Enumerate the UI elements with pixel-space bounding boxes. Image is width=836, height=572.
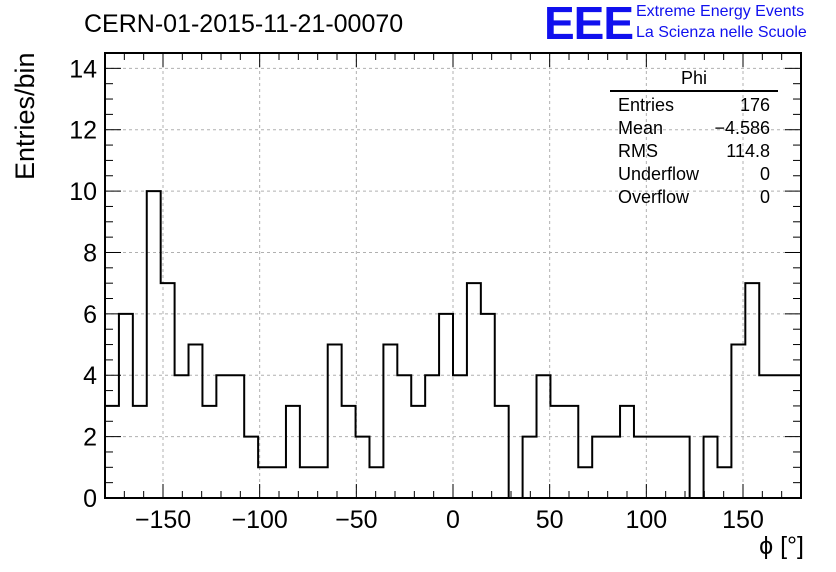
histogram-bin (550, 406, 564, 498)
stats-label: Entries (618, 95, 675, 115)
stats-label: Mean (618, 118, 664, 138)
histogram-bin (189, 345, 203, 498)
y-tick-label: 2 (83, 424, 97, 452)
plot-frame (104, 52, 802, 499)
histogram-bin (523, 437, 537, 498)
histogram-bin (564, 406, 578, 498)
histogram-bin (704, 437, 718, 498)
stats-row-mean: Mean −4.586 (610, 117, 778, 140)
x-tick-label: 150 (722, 506, 764, 534)
histogram-bin (606, 437, 620, 498)
x-axis-label: ϕ [°] (759, 532, 804, 560)
histogram-bin (467, 283, 481, 498)
histogram-bin (161, 283, 175, 498)
histogram-bin (676, 437, 690, 498)
histogram-bin (272, 467, 286, 498)
histogram-bin (300, 467, 314, 498)
stats-row-overflow: Overflow 0 (610, 186, 778, 209)
histogram-bin (119, 314, 133, 498)
histogram-bin (105, 406, 119, 498)
y-axis-label: Entries/bin (10, 52, 40, 180)
y-tick-label: 14 (69, 55, 97, 83)
y-tick-label: 0 (83, 485, 97, 513)
histogram-bin (731, 345, 745, 498)
x-tick-label: −50 (335, 506, 377, 534)
histogram-bin (481, 314, 495, 498)
stats-value: 114.8 (726, 141, 770, 161)
stats-label: Underflow (618, 164, 700, 184)
histogram-bin (537, 375, 551, 498)
run-title: CERN-01-2015-11-21-00070 (84, 10, 404, 38)
stats-value: 0 (759, 187, 770, 207)
histogram-bin (147, 191, 161, 498)
histogram-bin (453, 375, 467, 498)
stats-row-underflow: Underflow 0 (610, 163, 778, 186)
y-tick-label: 12 (69, 117, 97, 145)
histogram-bin (202, 406, 216, 498)
stats-box-title: Phi (610, 68, 778, 92)
histogram-bin (286, 406, 300, 498)
stats-value: −4.586 (714, 118, 770, 138)
y-tick-label: 8 (83, 239, 97, 267)
histogram-bin (369, 467, 383, 498)
histogram-bin (745, 283, 759, 498)
histogram-bin (592, 437, 606, 498)
stats-label: Overflow (618, 187, 690, 207)
stats-value: 0 (759, 164, 770, 184)
eee-logo-line2: La Scienza nelle Scuole (636, 24, 807, 41)
histogram-bin (216, 375, 230, 498)
histogram-bin (133, 406, 147, 498)
stats-label: RMS (618, 141, 658, 161)
histogram-bin (342, 406, 356, 498)
histogram-bin (648, 437, 662, 498)
x-tick-label: −150 (135, 506, 191, 534)
y-tick-label: 10 (69, 178, 97, 206)
stats-row-entries: Entries 176 (610, 94, 778, 117)
histogram-bin (244, 437, 258, 498)
histogram-bin (175, 375, 189, 498)
histogram-bin (383, 345, 397, 498)
eee-logo-line1: Extreme Energy Events (636, 3, 805, 20)
x-tick-label: 0 (446, 506, 460, 534)
stats-value: 176 (739, 95, 770, 115)
x-tick-label: −100 (232, 506, 288, 534)
histogram-bin (759, 375, 773, 498)
histogram-bin (620, 406, 634, 498)
histogram-bin (314, 467, 328, 498)
histogram-bin (356, 437, 370, 498)
histogram-bin (717, 467, 731, 498)
histogram-bin (787, 375, 801, 498)
x-tick-label: 50 (536, 506, 564, 534)
stats-box: Phi Entries 176 Mean −4.586 RMS 114.8 Un… (610, 68, 778, 209)
stats-row-rms: RMS 114.8 (610, 140, 778, 163)
histogram-bin (662, 437, 676, 498)
histogram-bin (578, 467, 592, 498)
y-tick-label: 4 (83, 362, 97, 390)
histogram-bin (397, 375, 411, 498)
histogram-bin (773, 375, 787, 498)
histogram-bin (411, 406, 425, 498)
x-tick-label: 100 (625, 506, 667, 534)
y-tick-label: 6 (83, 301, 97, 329)
histogram-bin (328, 345, 342, 498)
histogram-outline (105, 190, 801, 499)
histogram-bin (230, 375, 244, 498)
histogram-bin (258, 467, 272, 498)
histogram-bin (439, 314, 453, 498)
histogram-bin (425, 375, 439, 498)
histogram-bin (495, 406, 509, 498)
histogram-bin (634, 437, 648, 498)
eee-logo: EEE (544, 0, 634, 49)
